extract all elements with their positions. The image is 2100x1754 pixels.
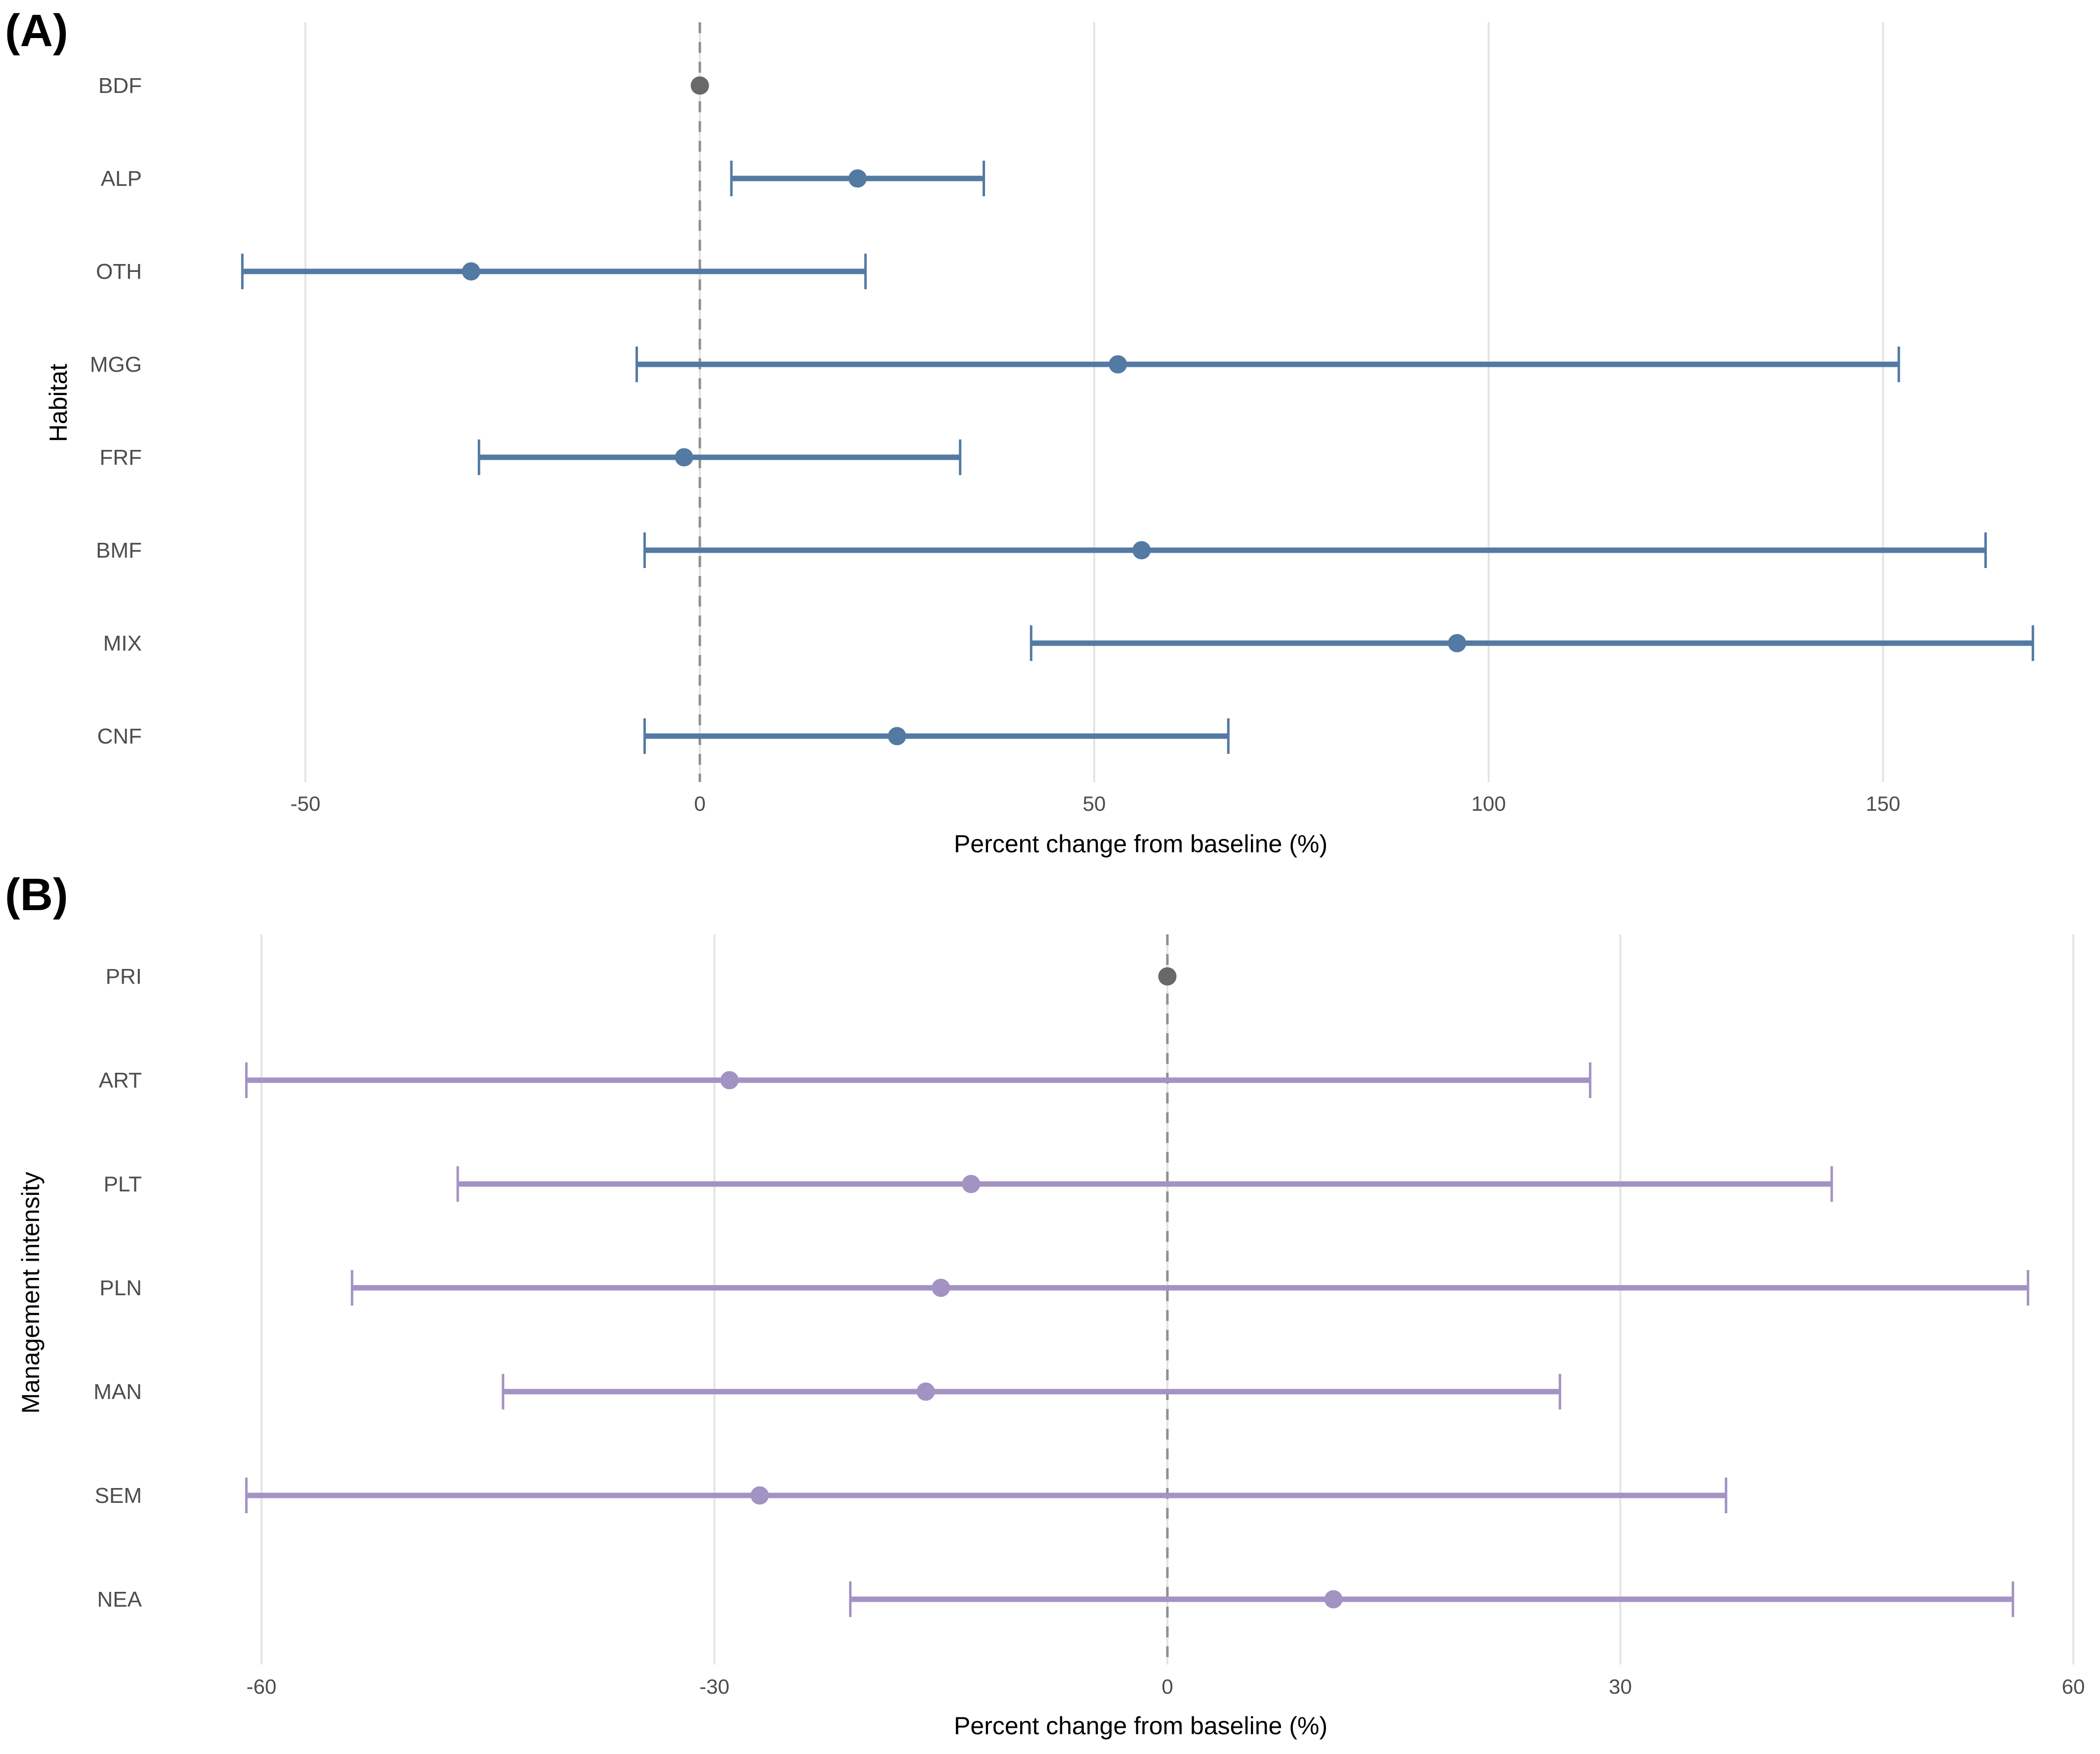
x-tick-label: 60 <box>2062 1675 2085 1698</box>
x-tick-label: 100 <box>1471 792 1506 815</box>
reference-point <box>1158 967 1177 986</box>
estimate-point <box>750 1486 769 1505</box>
category-label: CNF <box>97 724 142 748</box>
category-label: SEM <box>95 1484 142 1508</box>
panel-a-label: (A) <box>5 5 68 56</box>
reference-point <box>690 76 709 95</box>
estimate-point <box>962 1175 981 1193</box>
x-tick-label: 150 <box>1866 792 1900 815</box>
category-label: MGG <box>90 352 142 377</box>
estimate-point <box>1324 1590 1343 1609</box>
panel-b-y-axis-title: Management intensity <box>17 1172 44 1414</box>
x-tick-label: 0 <box>1161 1675 1173 1698</box>
x-tick-label: -60 <box>247 1675 277 1698</box>
estimate-point <box>720 1071 739 1090</box>
category-label: ALP <box>101 167 142 191</box>
estimate-point <box>888 727 906 745</box>
category-label: OTH <box>96 260 142 284</box>
category-label: PLN <box>99 1276 142 1300</box>
category-label: BDF <box>98 74 142 98</box>
estimate-point <box>916 1382 935 1401</box>
panel-b-x-axis-title: Percent change from baseline (%) <box>954 1712 1328 1740</box>
estimate-point <box>932 1278 950 1297</box>
x-tick-label: 0 <box>694 792 705 815</box>
estimate-point <box>1109 355 1127 374</box>
category-label: FRF <box>99 445 142 470</box>
estimate-point <box>1132 541 1151 560</box>
category-label: PRI <box>106 965 142 989</box>
category-label: BMF <box>96 538 142 563</box>
panel-b-label: (B) <box>5 870 68 920</box>
x-tick-label: 50 <box>1083 792 1106 815</box>
category-label: ART <box>99 1068 142 1093</box>
estimate-point <box>1448 634 1466 653</box>
panel-a-y-axis-title: Habitat <box>44 363 72 442</box>
estimate-point <box>675 448 693 467</box>
category-label: NEA <box>97 1587 142 1612</box>
category-label: MIX <box>103 631 142 656</box>
x-tick-label: -50 <box>291 792 321 815</box>
estimate-point <box>462 262 480 281</box>
category-label: PLT <box>104 1172 142 1196</box>
category-label: MAN <box>93 1380 142 1404</box>
panel-a-x-axis-title: Percent change from baseline (%) <box>954 830 1328 858</box>
x-tick-label: 30 <box>1609 1675 1632 1698</box>
estimate-point <box>848 169 867 188</box>
x-tick-label: -30 <box>699 1675 729 1698</box>
